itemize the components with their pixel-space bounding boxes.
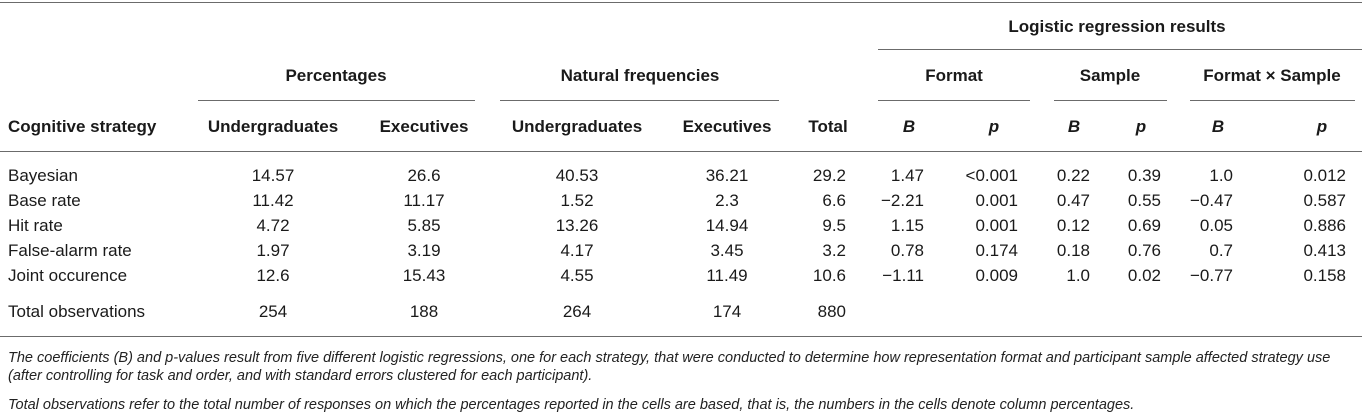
cell-nf-under: 4.55: [560, 266, 594, 285]
interaction-rule: [1190, 100, 1355, 101]
cell-pct-exec: 15.43: [402, 266, 446, 285]
cell-pct-under: 12.6: [256, 266, 290, 285]
cell-pct-under: 14.57: [251, 166, 295, 185]
cell-inter-b: −0.47: [1189, 191, 1233, 210]
header-format-b: B: [902, 117, 916, 136]
cell-sample-b: 0.18: [1056, 241, 1090, 260]
cell-nf-exec: 14.94: [705, 216, 749, 235]
cell-inter-b: 1.0: [1209, 166, 1233, 185]
cell-total: 10.6: [812, 266, 846, 285]
cell-strategy: Base rate: [8, 191, 81, 210]
cell-pct-exec: 5.85: [407, 216, 441, 235]
cell-pct-exec: 3.19: [407, 241, 441, 260]
cell-pct-under: 4.72: [256, 216, 290, 235]
cell-strategy: Bayesian: [8, 166, 78, 185]
cell-nf-exec: 36.21: [705, 166, 749, 185]
cell-sample-p: 0.69: [1127, 216, 1161, 235]
cell-sample-p: 0.55: [1127, 191, 1161, 210]
cell-total: 880: [817, 302, 846, 321]
cell-total: 3.2: [822, 241, 846, 260]
header-nf-executives: Executives: [682, 117, 772, 136]
top-rule: [0, 2, 1362, 3]
format-rule: [878, 100, 1030, 101]
cell-sample-p: 0.76: [1127, 241, 1161, 260]
natural-rule: [500, 100, 779, 101]
table-note-total-observations: Total observations refer to the total nu…: [8, 397, 1135, 413]
cell-pct-under: 1.97: [256, 241, 290, 260]
cell-sample-b: 0.22: [1056, 166, 1090, 185]
header-cognitive-strategy: Cognitive strategy: [8, 117, 157, 136]
cell-inter-b: 0.7: [1209, 241, 1233, 260]
cell-sample-b: 1.0: [1066, 266, 1090, 285]
bottom-rule: [0, 336, 1362, 337]
cell-pct-exec: 26.6: [407, 166, 441, 185]
cell-inter-p: 0.012: [1303, 166, 1346, 185]
cell-nf-exec: 174: [712, 302, 742, 321]
header-interaction-b: B: [1211, 117, 1225, 136]
cell-format-b: 1.15: [890, 216, 924, 235]
cell-pct-under: 254: [258, 302, 288, 321]
header-percentages: Percentages: [285, 66, 387, 85]
sample-rule: [1054, 100, 1167, 101]
cell-inter-p: 0.886: [1303, 216, 1346, 235]
cell-total: 9.5: [822, 216, 846, 235]
cell-format-b: −1.11: [882, 266, 924, 285]
header-format-p: p: [988, 117, 1000, 136]
header-pct-undergraduates: Undergraduates: [207, 117, 339, 136]
cell-inter-b: −0.77: [1189, 266, 1233, 285]
header-sample-b: B: [1067, 117, 1081, 136]
cell-format-b: −2.21: [880, 191, 924, 210]
cell-nf-exec: 2.3: [715, 191, 739, 210]
header-rule: [0, 151, 1362, 152]
cell-format-p: 0.009: [975, 266, 1018, 285]
header-nf-undergraduates: Undergraduates: [511, 117, 643, 136]
header-format-x-sample: Format × Sample: [1203, 66, 1341, 85]
cell-format-b: 1.47: [890, 166, 924, 185]
cell-pct-exec: 188: [409, 302, 439, 321]
cell-nf-exec: 3.45: [710, 241, 744, 260]
cell-nf-under: 4.17: [560, 241, 594, 260]
cell-format-p: <0.001: [965, 166, 1018, 185]
header-pct-executives: Executives: [379, 117, 469, 136]
cell-strategy: Joint occurence: [8, 266, 128, 285]
cell-pct-exec: 11.17: [403, 191, 445, 210]
cell-pct-under: 11.42: [252, 191, 294, 210]
cell-sample-b: 0.47: [1056, 191, 1090, 210]
cell-inter-p: 0.158: [1303, 266, 1346, 285]
logistic-rule: [878, 49, 1362, 50]
header-interaction-p: p: [1316, 117, 1328, 136]
header-format: Format: [925, 66, 983, 85]
cell-strategy: Hit rate: [8, 216, 63, 235]
header-natural-frequencies: Natural frequencies: [560, 66, 720, 85]
header-sample-p: p: [1135, 117, 1147, 136]
cell-strategy: Total observations: [8, 302, 146, 321]
cell-nf-under: 13.26: [555, 216, 599, 235]
cell-nf-exec: 11.49: [706, 266, 748, 285]
cell-inter-b: 0.05: [1199, 216, 1233, 235]
header-logistic: Logistic regression results: [1008, 17, 1226, 36]
cell-inter-p: 0.413: [1303, 241, 1346, 260]
cell-nf-under: 1.52: [560, 191, 594, 210]
cell-strategy: False-alarm rate: [8, 241, 132, 260]
cell-format-p: 0.001: [975, 216, 1018, 235]
cell-sample-p: 0.39: [1127, 166, 1161, 185]
table-note-coefficients: The coefficients (B) and p-values result…: [8, 350, 1331, 384]
header-total: Total: [808, 117, 848, 136]
cell-format-p: 0.001: [975, 191, 1018, 210]
cell-total: 29.2: [812, 166, 846, 185]
cell-format-p: 0.174: [975, 241, 1018, 260]
cell-inter-p: 0.587: [1303, 191, 1346, 210]
cell-sample-p: 0.02: [1127, 266, 1161, 285]
cell-nf-under: 264: [562, 302, 592, 321]
cell-sample-b: 0.12: [1056, 216, 1090, 235]
header-sample: Sample: [1079, 66, 1141, 85]
cell-format-b: 0.78: [890, 241, 924, 260]
cell-total: 6.6: [822, 191, 846, 210]
percentages-rule: [198, 100, 475, 101]
cell-nf-under: 40.53: [555, 166, 599, 185]
